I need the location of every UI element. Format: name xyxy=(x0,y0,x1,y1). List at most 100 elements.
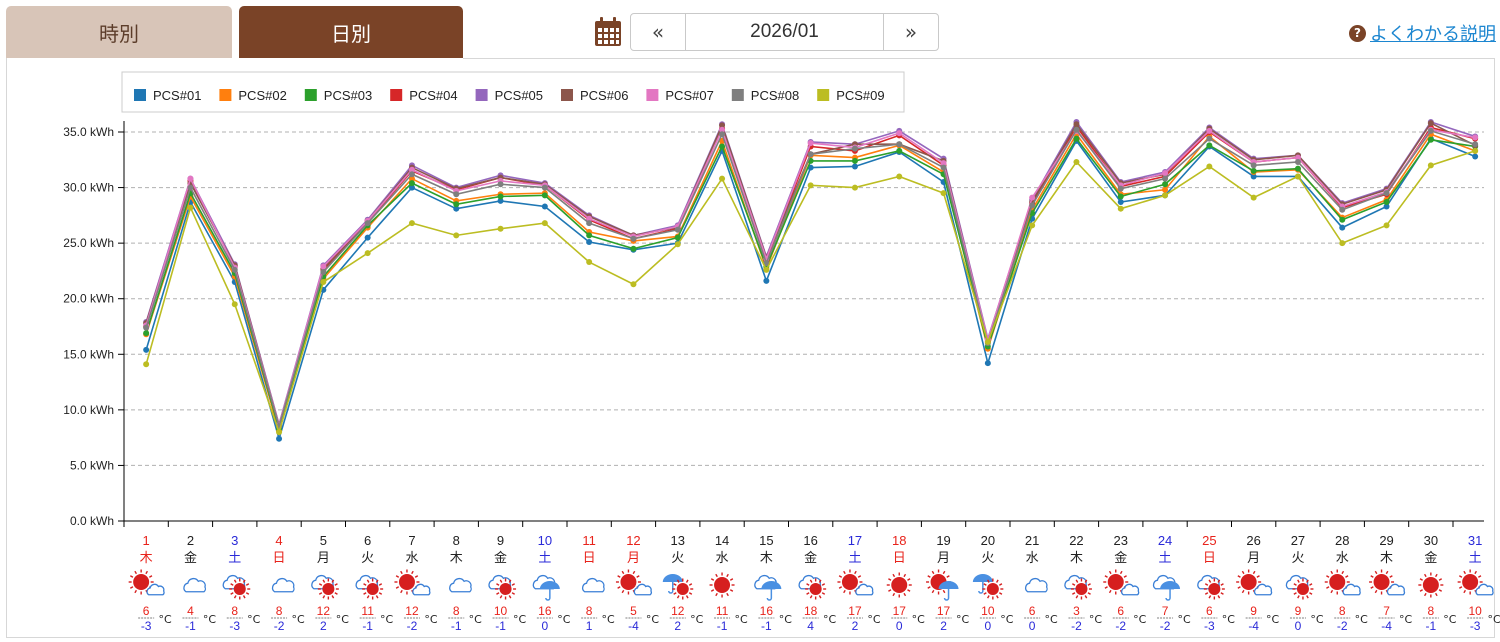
tab-hourly[interactable]: 時別 xyxy=(6,6,232,58)
data-point xyxy=(497,193,504,200)
cloud-shape xyxy=(1475,583,1494,596)
data-point xyxy=(143,330,150,337)
cloud-shape xyxy=(1253,583,1273,596)
sunny-to-cloudy-icon xyxy=(1236,569,1273,596)
cloud-shape xyxy=(271,577,295,593)
sun-ray xyxy=(818,595,822,599)
temp-unit: °C xyxy=(159,613,173,626)
data-point xyxy=(187,175,194,182)
data-point xyxy=(630,235,637,242)
sun-ray xyxy=(334,583,338,586)
temp-high: 9 xyxy=(1295,604,1302,618)
sunny-icon xyxy=(886,572,912,598)
temp-unit: °C xyxy=(1488,613,1500,626)
sun-ray xyxy=(1220,592,1224,595)
sun-ray xyxy=(1241,589,1245,594)
cloudy-icon xyxy=(1025,577,1048,593)
sun-ray xyxy=(1434,592,1438,597)
temp-low: 0 xyxy=(542,619,549,633)
rain-to-sunny-icon xyxy=(972,574,1004,600)
legend-swatch xyxy=(304,89,317,101)
cloudy-to-sunny-icon xyxy=(222,574,251,600)
data-point xyxy=(1073,159,1080,166)
temp-unit: °C xyxy=(557,613,571,626)
umbrella-canopy xyxy=(662,574,683,582)
temp-high: 8 xyxy=(276,604,283,618)
sun-disc xyxy=(1373,574,1390,590)
sun-ray xyxy=(888,578,892,581)
sun-disc xyxy=(322,583,335,595)
temp-unit: °C xyxy=(1443,613,1457,626)
day-number: 5 xyxy=(320,533,327,548)
sunny-to-cloudy-icon xyxy=(1457,569,1494,596)
sun-ray xyxy=(942,589,946,594)
sun-disc xyxy=(620,574,637,590)
day-number: 1 xyxy=(143,533,150,548)
sun-ray xyxy=(931,570,935,575)
data-point xyxy=(1206,163,1213,170)
temp-unit: °C xyxy=(424,613,438,626)
sun-ray xyxy=(1309,583,1313,586)
data-point xyxy=(719,175,726,182)
sun-ray xyxy=(1419,578,1423,581)
temp-high: 11 xyxy=(716,604,729,618)
data-point xyxy=(1427,136,1434,143)
sun-disc xyxy=(1329,574,1346,590)
day-weekday: 水 xyxy=(1026,551,1039,566)
calendar-icon[interactable] xyxy=(594,17,622,47)
day-number: 11 xyxy=(582,533,596,548)
sun-ray xyxy=(1474,570,1478,575)
temp-low: 2 xyxy=(674,619,681,633)
prev-month-button[interactable]: « xyxy=(631,14,686,50)
sun-ray xyxy=(983,583,987,586)
sun-ray xyxy=(1104,575,1108,578)
series-line xyxy=(145,137,1476,432)
sun-ray xyxy=(1326,575,1330,578)
help-link[interactable]: よくわかる説明 xyxy=(1370,24,1496,45)
data-point xyxy=(807,182,814,189)
sun-ray xyxy=(636,575,640,578)
sun-ray xyxy=(1075,595,1079,599)
data-point xyxy=(497,225,504,232)
panel-top-border xyxy=(463,58,1495,59)
sun-ray xyxy=(1458,575,1463,578)
cloud-shape xyxy=(1342,583,1361,596)
help-link-group[interactable]: ? よくわかる説明 xyxy=(1349,20,1496,46)
sun-ray xyxy=(1087,592,1091,595)
sun-ray xyxy=(1084,579,1088,583)
sun-ray xyxy=(1341,570,1345,575)
temp-low: -1 xyxy=(717,619,728,633)
sun-ray xyxy=(375,579,379,583)
sun-ray xyxy=(673,583,677,586)
current-month[interactable]: 2026/01 xyxy=(750,21,819,42)
data-point xyxy=(453,205,460,212)
data-point xyxy=(1029,222,1036,229)
sun-ray xyxy=(715,592,718,597)
sun-ray xyxy=(806,592,810,595)
sun-ray xyxy=(1306,595,1309,599)
temp-unit: °C xyxy=(1310,613,1324,626)
sun-ray xyxy=(726,592,729,597)
cloud-shape xyxy=(633,583,652,596)
day-number: 9 xyxy=(497,533,504,548)
sun-ray xyxy=(1330,589,1334,594)
sun-ray xyxy=(411,570,414,575)
data-point xyxy=(276,429,283,436)
temp-unit: °C xyxy=(734,613,748,626)
data-point xyxy=(763,266,770,273)
next-month-button[interactable]: » xyxy=(883,14,938,50)
temp-unit: °C xyxy=(779,613,793,626)
sun-disc xyxy=(714,577,731,593)
temp-high: 10 xyxy=(494,604,508,618)
day-weekday: 金 xyxy=(804,550,817,566)
day-number: 3 xyxy=(231,533,238,548)
y-tick-label: 35.0 kWh xyxy=(63,125,114,139)
sun-ray xyxy=(685,595,689,599)
sun-ray xyxy=(129,575,134,578)
legend-swatch xyxy=(219,89,232,101)
sun-ray xyxy=(1309,592,1313,595)
tab-daily[interactable]: 日別 xyxy=(239,6,463,58)
sun-ray xyxy=(673,592,677,595)
sun-ray xyxy=(676,595,680,599)
data-point xyxy=(851,157,858,164)
